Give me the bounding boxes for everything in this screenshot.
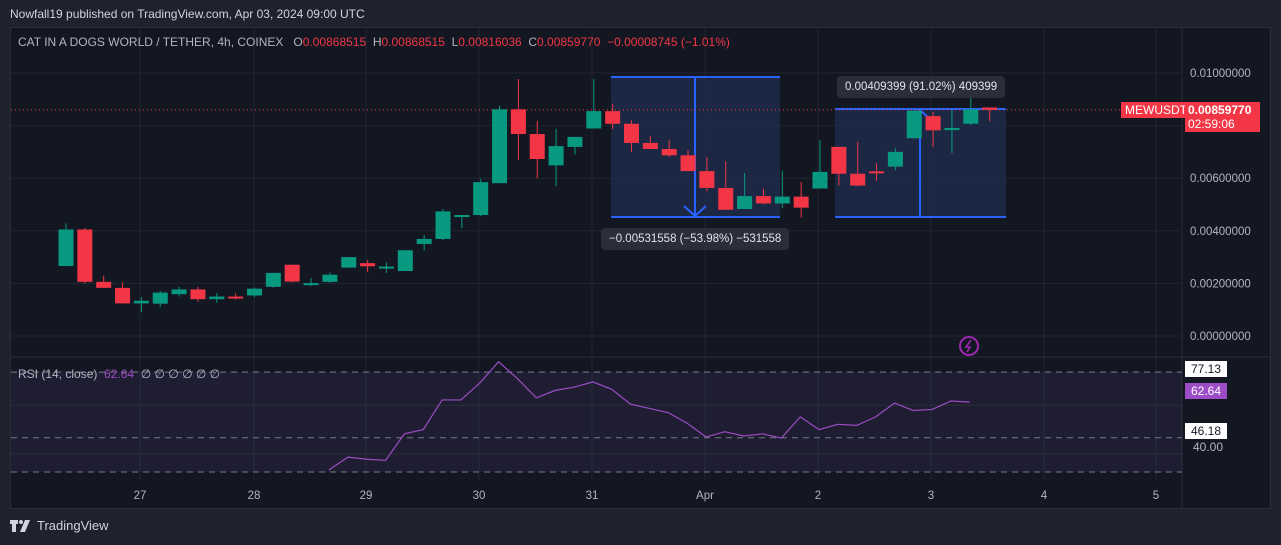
svg-text:4: 4 — [1041, 490, 1048, 502]
tradingview-footer[interactable]: TradingView — [10, 518, 109, 533]
tradingview-brand: TradingView — [37, 518, 109, 533]
chart-frame[interactable] — [10, 27, 1271, 509]
ticker-tag: MEWUSDT — [1121, 102, 1191, 118]
rsi-axis-label: 40.00 — [1193, 440, 1224, 454]
published-header: Nowfall19 published on TradingView.com, … — [10, 7, 365, 21]
tradingview-logo-icon — [10, 519, 30, 532]
low-value: 0.00816036 — [458, 35, 522, 49]
svg-text:Apr: Apr — [696, 490, 714, 502]
measure-label-up: 0.00409399 (91.02%) 409399 — [837, 76, 1006, 98]
svg-text:0.00200000: 0.00200000 — [1190, 278, 1251, 290]
svg-text:28: 28 — [248, 490, 261, 502]
rsi-current-tag: 62.64 — [1185, 383, 1227, 399]
rsi-title: RSI (14, close) — [18, 367, 98, 381]
rsi-legend: RSI (14, close) 62.64 ∅ ∅ ∅ ∅ ∅ ∅ — [18, 367, 220, 381]
measure-label-down: −0.00531558 (−53.98%) −531558 — [601, 228, 790, 250]
svg-text:31: 31 — [586, 490, 599, 502]
rsi-placeholders: ∅ ∅ ∅ ∅ ∅ ∅ — [140, 367, 221, 381]
close-value: 0.00859770 — [537, 35, 601, 49]
svg-text:0.00400000: 0.00400000 — [1190, 226, 1251, 238]
last-price: 0.00859770 — [1188, 103, 1252, 117]
rsi-value: 62.64 — [104, 367, 135, 381]
high-value: 0.00868515 — [381, 35, 445, 49]
svg-text:30: 30 — [473, 490, 486, 502]
svg-text:0.00000000: 0.00000000 — [1190, 331, 1251, 343]
rsi-upper-tag: 77.13 — [1185, 361, 1227, 377]
rsi-lower-tag: 46.18 — [1185, 423, 1227, 439]
symbol-legend: CAT IN A DOGS WORLD / TETHER, 4h, COINEX… — [18, 35, 730, 49]
open-value: 0.00868515 — [302, 35, 367, 49]
svg-text:0.00600000: 0.00600000 — [1190, 173, 1251, 185]
svg-text:29: 29 — [360, 490, 373, 502]
last-price-tag: 0.00859770 02:59:06 — [1185, 102, 1260, 132]
svg-text:2: 2 — [815, 490, 821, 502]
change-value: −0.00008745 (−1.01%) — [607, 35, 730, 49]
bar-countdown: 02:59:06 — [1188, 117, 1235, 131]
svg-text:27: 27 — [134, 490, 147, 502]
symbol-name: CAT IN A DOGS WORLD / TETHER, 4h, COINEX — [18, 35, 284, 49]
svg-text:5: 5 — [1153, 490, 1159, 502]
svg-text:0.01000000: 0.01000000 — [1190, 68, 1251, 80]
svg-text:3: 3 — [928, 490, 934, 502]
lightning-icon[interactable] — [959, 336, 979, 356]
